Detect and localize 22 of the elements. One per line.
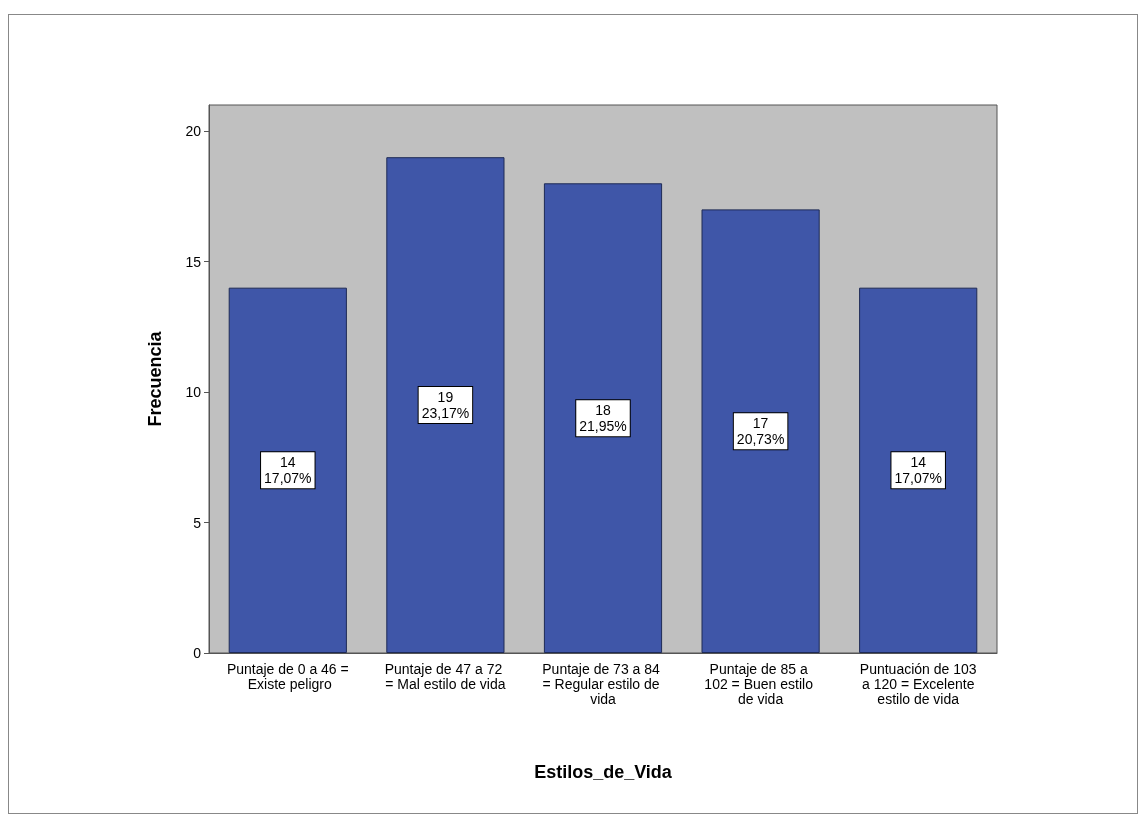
x-tick-label: Puntuación de 103 a 120 = Excelente estilo de vida [858, 660, 979, 707]
x-tick-label: Puntaje de 85 a 102 = Buen estilo de vida [704, 660, 817, 707]
bar [701, 209, 820, 653]
x-tick-label: Puntaje de 73 a 84 = Regular estilo de vida [542, 660, 664, 707]
data-label: 14 17,07% [264, 454, 312, 487]
data-label: 17 20,73% [736, 415, 785, 448]
y-tick-label: 15 [185, 253, 202, 270]
data-label: 14 17,07% [894, 454, 942, 487]
y-tick-label: 5 [193, 514, 202, 531]
bar [386, 157, 505, 653]
x-tick-label: Puntaje de 47 a 72 = Mal estilo de vida [384, 660, 507, 692]
bar [228, 287, 347, 653]
y-tick-label: 0 [193, 645, 202, 661]
y-tick-label: 10 [185, 384, 202, 401]
bar [543, 183, 663, 653]
y-tick-label: 20 [185, 123, 202, 140]
data-label: 18 21,95% [579, 402, 627, 435]
x-axis-title: Estilos_de_Vida [534, 762, 673, 782]
data-label: 19 23,17% [421, 389, 470, 422]
bar [859, 287, 978, 653]
y-axis-title: Frecuencia [145, 330, 165, 427]
x-tick-label: Puntaje de 0 a 46 = Existe peligro [226, 660, 349, 692]
